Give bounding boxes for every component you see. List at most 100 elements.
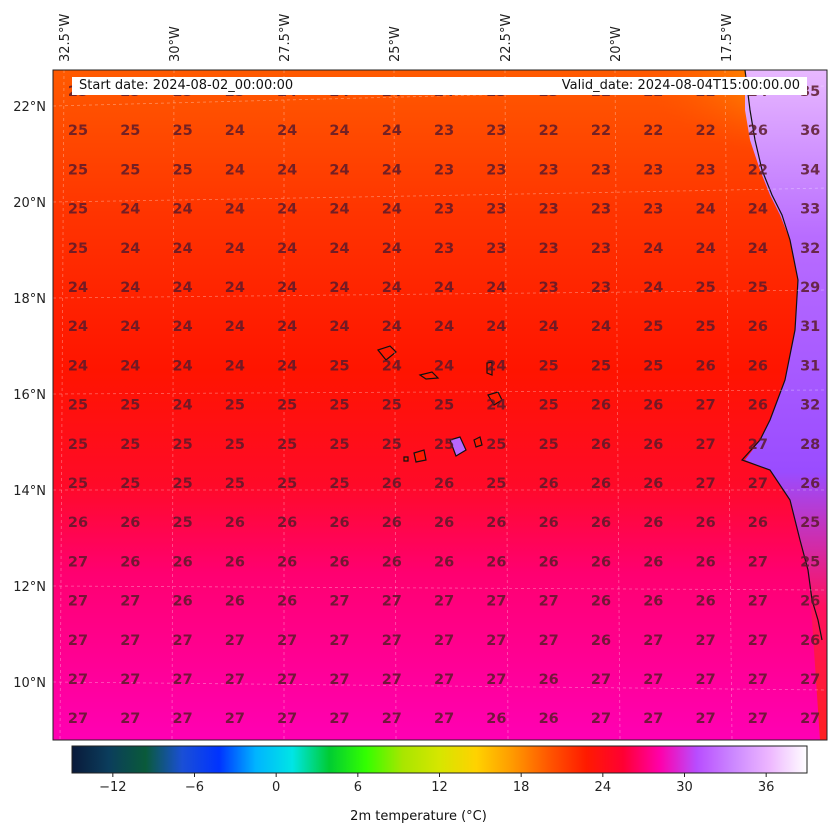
grid-value: 24 — [591, 319, 611, 335]
grid-value: 25 — [643, 319, 663, 335]
grid-value: 26 — [643, 398, 663, 414]
grid-value: 26 — [277, 554, 297, 570]
lat-label-10n: 10°N — [13, 676, 46, 691]
colorbar: −12 −6 0 6 12 18 24 30 36 — [71, 745, 808, 795]
grid-value: 24 — [120, 358, 140, 374]
grid-value: 24 — [434, 358, 454, 374]
grid-value: 26 — [277, 594, 297, 610]
grid-value: 26 — [120, 554, 140, 570]
grid-value: 26 — [382, 476, 402, 492]
grid-value: 26 — [748, 398, 768, 414]
grid-value: 22 — [696, 123, 716, 139]
grid-value: 27 — [643, 711, 663, 727]
grid-value: 24 — [277, 162, 297, 178]
grid-value: 24 — [173, 202, 193, 218]
grid-value: 22 — [643, 123, 663, 139]
grid-value: 23 — [539, 162, 559, 178]
colorbar-tick-label: 30 — [676, 780, 693, 795]
grid-value: 23 — [539, 241, 559, 257]
grid-value: 27 — [225, 633, 245, 649]
grid-value: 25 — [277, 437, 297, 453]
grid-value: 26 — [382, 554, 402, 570]
grid-value: 26 — [643, 437, 663, 453]
grid-value: 23 — [591, 162, 611, 178]
grid-value: 24 — [539, 319, 559, 335]
grid-value: 24 — [225, 241, 245, 257]
grid-value: 25 — [382, 398, 402, 414]
grid-value: 26 — [696, 358, 716, 374]
grid-value: 25 — [173, 437, 193, 453]
grid-value: 24 — [382, 202, 402, 218]
grid-value: 27 — [277, 633, 297, 649]
colorbar-tick-label: −12 — [99, 780, 126, 795]
grid-value: 33 — [800, 202, 820, 218]
grid-value: 26 — [539, 515, 559, 531]
grid-value: 31 — [800, 319, 820, 335]
lat-label-14n: 14°N — [13, 484, 46, 499]
grid-value: 27 — [591, 711, 611, 727]
grid-value: 26 — [591, 515, 611, 531]
grid-value: 25 — [748, 280, 768, 296]
grid-value: 27 — [120, 672, 140, 688]
grid-value: 25 — [486, 476, 506, 492]
lon-label-30w: 30°W — [168, 26, 183, 62]
grid-value: 24 — [434, 319, 454, 335]
grid-value: 24 — [68, 319, 88, 335]
grid-value: 24 — [120, 280, 140, 296]
grid-value: 26 — [382, 515, 402, 531]
grid-value: 27 — [591, 672, 611, 688]
grid-value: 24 — [173, 358, 193, 374]
grid-value: 24 — [277, 358, 297, 374]
grid-value: 26 — [591, 476, 611, 492]
lon-label-25w: 25°W — [388, 26, 403, 62]
grid-value: 27 — [486, 633, 506, 649]
grid-value: 27 — [696, 633, 716, 649]
grid-value: 27 — [68, 554, 88, 570]
grid-value: 27 — [68, 594, 88, 610]
grid-value: 27 — [173, 672, 193, 688]
colorbar-ticks: −12 −6 0 6 12 18 24 30 36 — [99, 773, 774, 795]
grid-value: 24 — [748, 241, 768, 257]
grid-value: 27 — [382, 672, 402, 688]
grid-value: 26 — [277, 515, 297, 531]
grid-value: 27 — [120, 711, 140, 727]
grid-value: 25 — [382, 437, 402, 453]
grid-value: 25 — [434, 398, 454, 414]
grid-value: 24 — [696, 202, 716, 218]
grid-value: 26 — [800, 476, 820, 492]
grid-value: 26 — [539, 476, 559, 492]
grid-value: 23 — [539, 202, 559, 218]
grid-value: 26 — [225, 515, 245, 531]
grid-value: 23 — [486, 162, 506, 178]
grid-value: 27 — [225, 711, 245, 727]
lon-label-20w: 20°W — [609, 26, 624, 62]
grid-value: 27 — [748, 633, 768, 649]
grid-value: 27 — [643, 633, 663, 649]
grid-value: 22 — [748, 162, 768, 178]
grid-value: 26 — [591, 437, 611, 453]
grid-value: 25 — [329, 437, 349, 453]
grid-value: 25 — [120, 437, 140, 453]
grid-value: 24 — [486, 398, 506, 414]
grid-value: 26 — [643, 476, 663, 492]
colorbar-tick-label: 0 — [272, 780, 280, 795]
grid-value: 23 — [434, 202, 454, 218]
grid-value: 26 — [591, 554, 611, 570]
map-area: 2525252524242424232322222224352525252424… — [53, 70, 827, 740]
grid-value: 26 — [696, 554, 716, 570]
lat-label-18n: 18°N — [13, 292, 46, 307]
grid-value: 26 — [539, 711, 559, 727]
colorbar-tick-label: 36 — [758, 780, 775, 795]
grid-value: 26 — [225, 554, 245, 570]
grid-value: 27 — [382, 711, 402, 727]
grid-value: 26 — [539, 672, 559, 688]
grid-value: 24 — [68, 280, 88, 296]
grid-value: 25 — [800, 515, 820, 531]
grid-value: 25 — [591, 358, 611, 374]
grid-value: 23 — [539, 280, 559, 296]
grid-value: 25 — [120, 398, 140, 414]
lon-label-27-5w: 27.5°W — [278, 14, 293, 62]
grid-value: 24 — [173, 280, 193, 296]
lon-label-32-5w: 32.5°W — [58, 14, 73, 62]
grid-value: 27 — [539, 594, 559, 610]
